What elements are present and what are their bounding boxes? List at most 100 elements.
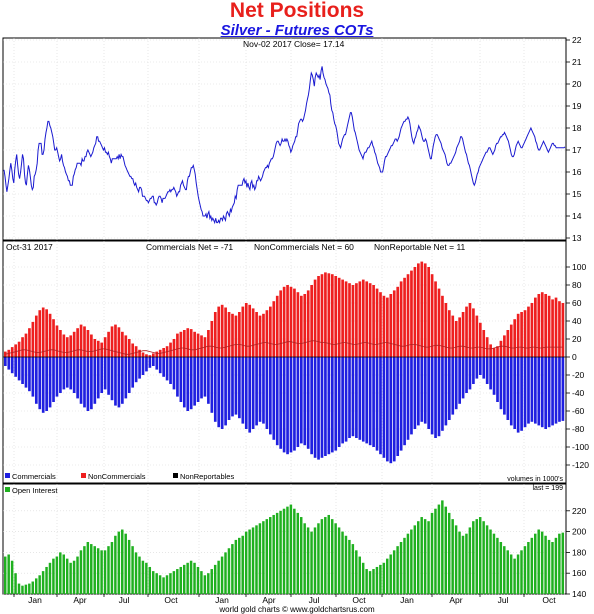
commercials-bar: [496, 357, 499, 402]
commercials-bar: [358, 357, 362, 440]
commercials-bar: [368, 357, 372, 446]
noncommercials-bar: [241, 306, 245, 357]
noncommercials-bar: [317, 276, 320, 357]
noncommercials-bar: [38, 310, 42, 357]
open-interest-bar: [286, 506, 289, 594]
commercials-bar: [430, 357, 434, 435]
noncommercials-bar: [28, 328, 31, 357]
commercials-bar: [76, 357, 79, 399]
commercials-bar: [65, 357, 69, 388]
noncommercials-bar: [234, 315, 238, 357]
open-interest-bar: [165, 575, 169, 594]
commercials-bar: [389, 357, 393, 464]
commercials-bar: [275, 357, 279, 446]
noncommercials-bar: [155, 351, 159, 357]
commercials-bar: [427, 357, 431, 429]
commercials-bar: [269, 357, 272, 435]
open-interest-bar: [509, 554, 513, 594]
open-interest-bar: [96, 548, 100, 594]
open-interest-bar: [31, 581, 35, 594]
open-interest-bar: [468, 527, 472, 594]
open-interest-bar: [303, 523, 306, 594]
noncommercials-bar: [79, 324, 83, 357]
noncommercials-bar: [516, 313, 520, 357]
oi-axis-label: 140: [572, 589, 586, 599]
noncommercials-bar: [138, 349, 141, 357]
noncommercials-bar: [544, 294, 548, 357]
open-interest-bar: [530, 537, 534, 594]
noncommercials-bar: [296, 292, 300, 357]
price-axis-label: 19: [572, 101, 582, 111]
open-interest-bar: [10, 560, 14, 594]
open-interest-bar: [134, 552, 138, 594]
open-interest-bar: [244, 531, 248, 594]
open-interest-bar: [176, 569, 179, 594]
commercials-bar: [513, 357, 517, 429]
noncommercials-bar: [361, 279, 365, 357]
open-interest-bar: [458, 531, 461, 594]
commercials-bar: [403, 357, 406, 446]
noncommercials-bar: [561, 303, 565, 357]
noncommercials-bar: [437, 288, 441, 357]
open-interest-bar: [14, 573, 17, 594]
open-interest-bar: [141, 560, 145, 594]
commercials-bar: [361, 357, 365, 442]
noncommercials-bar: [100, 342, 104, 357]
noncommercials-bar: [210, 321, 214, 357]
open-interest-bar: [282, 508, 286, 594]
noncommercials-bar: [10, 347, 14, 357]
noncommercials-bar: [220, 304, 224, 357]
x-axis-label: Oct: [164, 595, 178, 605]
noncommercials-bar: [52, 319, 55, 357]
noncommercials-bar: [299, 295, 303, 357]
commercials-bar: [509, 357, 513, 426]
noncommercials-bar: [417, 263, 420, 357]
open-interest-bar: [179, 566, 183, 594]
commercials-bar: [59, 357, 62, 393]
open-interest-bar: [499, 542, 503, 594]
open-interest-bar: [306, 527, 310, 594]
chart-subtitle[interactable]: Silver - Futures COTs: [220, 22, 374, 39]
oi-axis-label: 200: [572, 527, 586, 537]
commercials-bar: [90, 357, 93, 410]
noncommercials-bar: [413, 267, 417, 357]
commercials-bar: [461, 357, 465, 399]
noncommercials-bar: [496, 346, 499, 357]
cot-axis-label: -80: [572, 424, 585, 434]
commercials-bar: [124, 357, 128, 399]
noncommercials-bar: [351, 285, 355, 357]
open-interest-bar: [83, 546, 86, 594]
commercials-bar: [241, 357, 245, 424]
oi-axis-label: 160: [572, 568, 586, 578]
noncommercials-bar: [31, 321, 35, 357]
commercials-bar: [251, 357, 255, 429]
noncommercials-bar: [406, 274, 410, 357]
open-interest-bar: [492, 533, 496, 594]
commercials-bar: [420, 357, 424, 422]
commercials-bar: [472, 357, 475, 384]
noncommercials-bar: [182, 330, 186, 357]
open-interest-bar: [210, 569, 213, 594]
noncommercials-bar: [151, 353, 155, 357]
open-interest-bar: [55, 556, 59, 594]
commercials-bar: [200, 357, 203, 399]
open-interest-bar: [69, 562, 72, 594]
noncommercials-bar: [492, 348, 496, 357]
open-interest-bar: [496, 537, 499, 594]
open-interest-bar: [79, 550, 83, 594]
commercials-bar: [437, 357, 441, 437]
commercials-bar: [447, 357, 451, 420]
noncommercials-bar: [169, 342, 172, 357]
noncommercials-bar: [227, 312, 231, 357]
noncommercials-bar: [427, 267, 431, 357]
commercials-bar: [21, 357, 24, 384]
open-interest-bar: [151, 571, 155, 594]
noncommercials-bar: [244, 303, 248, 357]
commercials-bar: [83, 357, 86, 408]
price-series-line: [3, 66, 566, 225]
open-interest-bar: [265, 519, 269, 594]
x-axis-label: Jul: [498, 595, 509, 605]
commercials-bar: [320, 357, 324, 458]
noncommercials-bar: [72, 331, 76, 357]
price-header: Nov-02 2017 Close= 17.14: [243, 39, 345, 49]
